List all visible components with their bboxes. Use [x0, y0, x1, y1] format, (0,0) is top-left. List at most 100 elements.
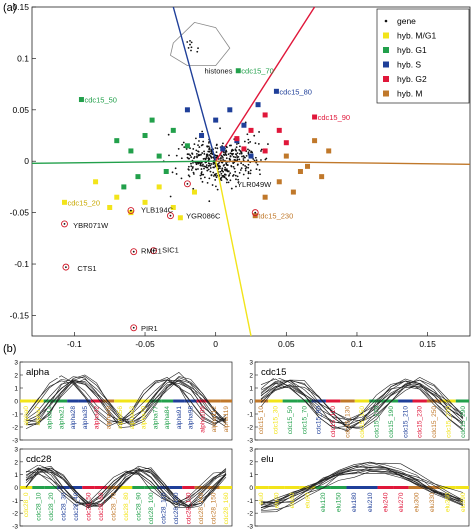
y-tick-label: -2 — [12, 425, 18, 432]
gene-point — [203, 153, 206, 155]
y-tick-label: 1 — [14, 386, 18, 393]
histone-point — [190, 49, 192, 52]
expression-profile — [260, 382, 464, 422]
gene-point — [226, 178, 229, 181]
category-label: alpha42 — [94, 406, 101, 430]
gene-point — [219, 170, 222, 173]
gene-point — [247, 170, 250, 173]
expression-profile — [260, 380, 464, 432]
phase-axis-line — [31, 160, 216, 164]
gene-point — [186, 156, 189, 159]
gene-point — [232, 155, 235, 158]
category-label: elu270 — [398, 492, 405, 512]
category-label: cdc28_70 — [111, 492, 118, 521]
category-label: cdc28_50 — [86, 492, 93, 521]
gene-point — [258, 169, 261, 171]
gene-point — [247, 159, 249, 162]
hyb-square-g2 — [283, 140, 289, 146]
title-background — [258, 365, 294, 378]
gene-point — [225, 169, 228, 171]
y-tick-label: -1 — [12, 412, 18, 419]
gene-point — [229, 155, 232, 157]
gene-point — [206, 166, 209, 169]
circled-gene — [150, 247, 157, 255]
hyb-square-s — [220, 146, 226, 152]
category-label: cdc28_130 — [186, 492, 193, 524]
gene-point — [238, 148, 241, 151]
y-tick-label: 0 — [14, 399, 18, 406]
gene-point — [236, 143, 238, 145]
hyb-square-m — [297, 169, 303, 174]
gene-point — [254, 142, 257, 145]
gene-point — [247, 141, 250, 144]
expression-profile — [260, 377, 464, 430]
gene-point — [200, 153, 202, 156]
gene-point — [244, 167, 247, 170]
phase-axis-line — [215, 6, 316, 162]
gene-point — [230, 165, 233, 167]
hyb-square-g1 — [184, 143, 190, 149]
gene-point — [188, 175, 191, 178]
gene-point — [225, 177, 228, 180]
gene-point — [220, 179, 223, 182]
gene-point — [240, 167, 243, 170]
gene-point — [201, 152, 204, 154]
gene-point — [255, 168, 258, 171]
circled-gene — [127, 207, 135, 215]
gene-point — [200, 173, 203, 176]
circled-gene — [130, 248, 138, 256]
gene-point — [203, 165, 206, 168]
gene-point — [211, 184, 214, 186]
gene-point — [202, 158, 205, 160]
gene-point — [202, 173, 205, 176]
circled-gene-dot — [132, 326, 135, 329]
gene-point — [216, 154, 219, 157]
gene-point — [244, 169, 247, 172]
y-tick-label: 0 — [249, 399, 253, 406]
category-label: cdc15_10 — [258, 406, 265, 435]
hyb-square-m — [290, 189, 296, 195]
category-label: cdc15_150 — [359, 406, 366, 438]
gene-point — [239, 150, 242, 152]
gene-label: SIC1 — [162, 246, 179, 255]
gene-point — [201, 165, 204, 167]
circled-gene — [130, 324, 138, 332]
hyb-square-mg1 — [61, 199, 67, 205]
gene-point — [183, 146, 186, 149]
gene-point — [247, 151, 250, 154]
y-tick-label: -1 — [247, 498, 253, 505]
gene-point — [236, 156, 239, 159]
expression-profile — [25, 376, 227, 426]
gene-point — [236, 158, 239, 161]
category-label: elu0 — [258, 492, 265, 505]
gene-point — [242, 173, 245, 176]
y-tick-label: -3 — [247, 524, 253, 530]
expression-profile — [25, 379, 227, 422]
hyb-square-g1 — [235, 68, 241, 74]
category-label: elu90 — [305, 492, 312, 508]
gene-point — [182, 141, 185, 144]
x-tick-label: -0.05 — [135, 339, 155, 349]
category-label: cdc28_0 — [23, 492, 30, 517]
gene-point — [219, 165, 222, 168]
expression-profile — [25, 379, 227, 425]
hyb-square-s — [184, 107, 190, 113]
gene-point — [193, 155, 196, 158]
gene-point — [222, 159, 225, 161]
category-label: elu240 — [382, 492, 389, 512]
gene-point — [236, 175, 239, 178]
hyb-square-m — [312, 138, 318, 144]
gene-point — [200, 171, 203, 173]
category-label: cdc28_20 — [48, 492, 55, 521]
y-tick-label: -1 — [247, 412, 253, 419]
expression-profile — [260, 380, 464, 426]
gene-point — [226, 164, 229, 166]
gene-point — [188, 157, 191, 160]
gene-point — [200, 168, 203, 170]
gene-label: cdc15_70 — [241, 67, 274, 76]
gene-point — [248, 149, 251, 152]
gene-label: YLR049W — [237, 180, 272, 189]
histone-point — [190, 46, 193, 49]
gene-point — [187, 165, 190, 168]
